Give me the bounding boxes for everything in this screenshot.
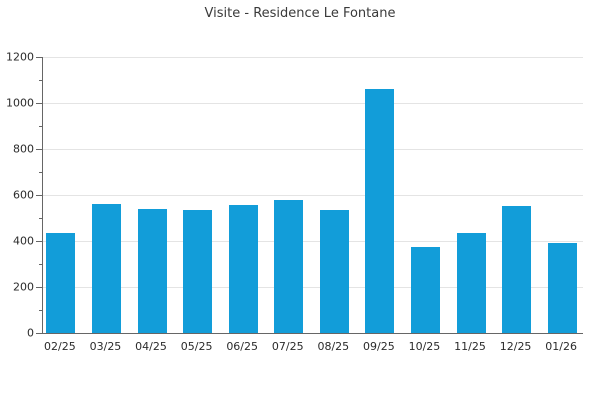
bar-10/25 [410, 246, 440, 333]
x-tick-label-02/25: 02/25 [44, 340, 76, 353]
y-minor-tick-500 [38, 217, 42, 219]
bar-12/25 [502, 206, 532, 333]
y-tick-label-1000: 1000 [6, 96, 34, 110]
x-tick-label-08/25: 08/25 [317, 340, 350, 353]
y-tick-label-600: 600 [13, 188, 34, 202]
bar-11/25 [456, 232, 486, 333]
bar-06/25 [228, 205, 258, 333]
gridline-1200 [43, 56, 583, 58]
y-tick-label-400: 400 [13, 234, 34, 248]
y-tick-mark-1200 [36, 56, 42, 58]
chart-title: Visite - Residence Le Fontane [204, 6, 396, 21]
y-tick-label-0: 0 [27, 326, 34, 340]
y-minor-tick-300 [38, 263, 42, 265]
y-tick-label-800: 800 [13, 142, 34, 156]
y-tick-mark-200 [36, 286, 42, 288]
gridline-600 [43, 194, 583, 196]
y-tick-mark-600 [36, 194, 42, 196]
gridline-400 [43, 240, 583, 242]
bar-01/26 [547, 242, 577, 333]
x-tick-label-05/25: 05/25 [180, 340, 213, 353]
x-tick-label-07/25: 07/25 [271, 340, 304, 353]
x-tick-label-06/25: 06/25 [226, 340, 259, 353]
bar-02/25 [46, 232, 76, 333]
y-tick-mark-0 [36, 332, 42, 334]
gridline-1000 [43, 102, 583, 104]
x-tick-label-09/25: 09/25 [363, 340, 395, 353]
y-tick-label-1200: 1200 [6, 50, 34, 64]
bar-05/25 [183, 210, 213, 333]
bar-07/25 [274, 200, 304, 333]
y-minor-tick-900 [38, 125, 42, 127]
x-tick-label-10/25: 10/25 [408, 340, 441, 353]
y-tick-mark-400 [36, 240, 42, 242]
gridline-800 [43, 148, 583, 150]
plot-area [42, 56, 583, 334]
x-tick-label-03/25: 03/25 [89, 340, 122, 353]
y-tick-mark-800 [36, 148, 42, 150]
x-tick-label-01/26: 01/26 [545, 340, 577, 353]
x-tick-label-04/25: 04/25 [135, 340, 167, 353]
x-tick-label-12/25: 12/25 [499, 340, 532, 353]
y-minor-tick-100 [38, 309, 42, 311]
bar-04/25 [137, 209, 167, 333]
x-tick-label-11/25: 11/25 [454, 340, 486, 353]
y-tick-label-200: 200 [13, 280, 34, 294]
gridline-200 [43, 286, 583, 288]
y-minor-tick-1100 [38, 79, 42, 81]
bar-09/25 [365, 88, 395, 333]
bar-08/25 [319, 209, 349, 333]
y-minor-tick-700 [38, 171, 42, 173]
y-tick-mark-1000 [36, 102, 42, 104]
bar-03/25 [91, 203, 121, 333]
